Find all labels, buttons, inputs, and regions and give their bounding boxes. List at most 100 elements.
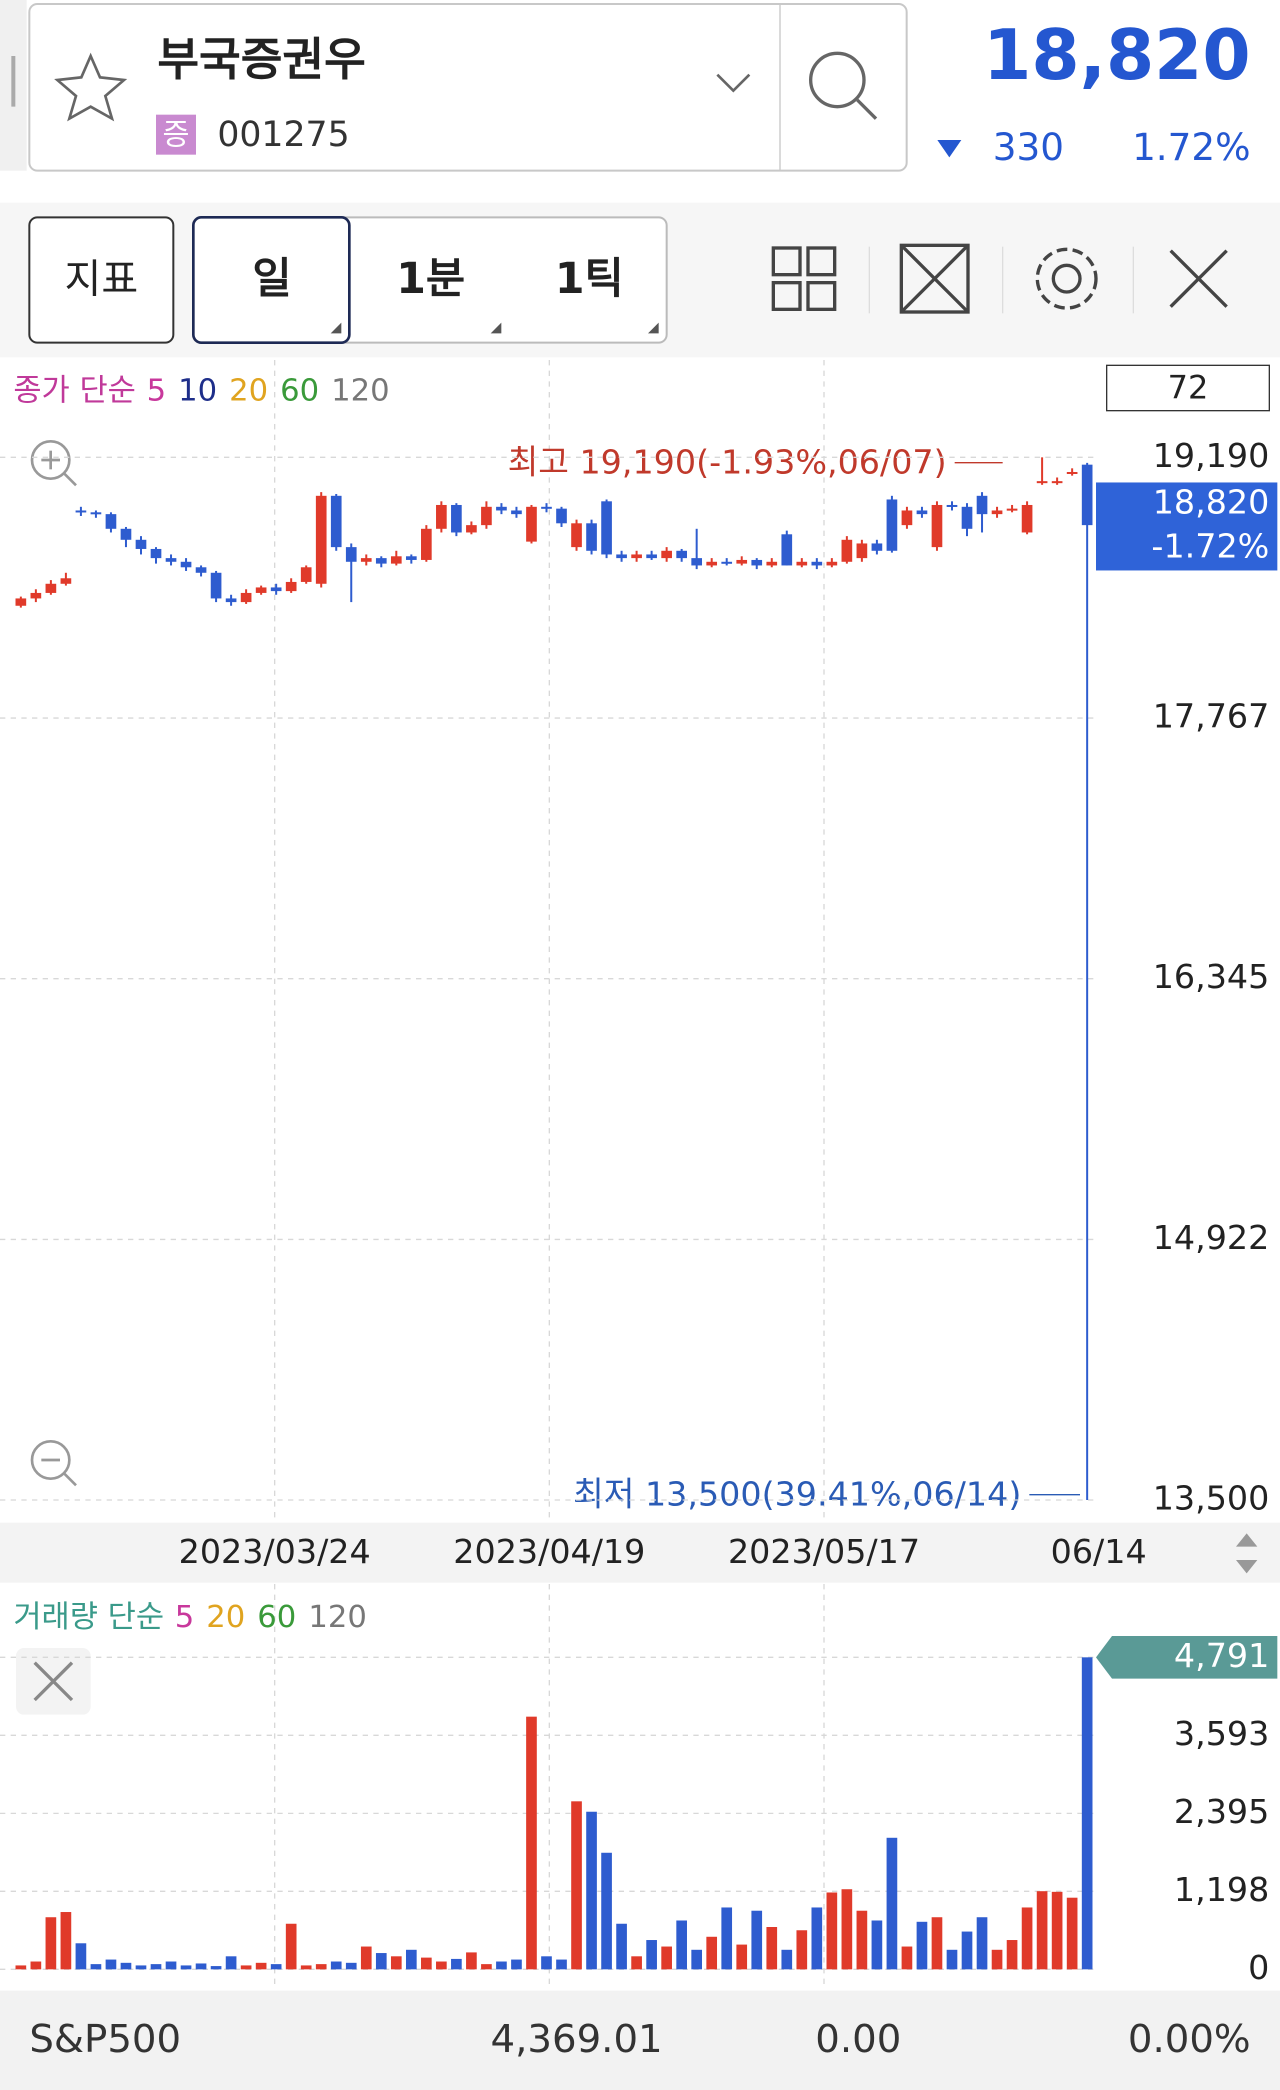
volume-bar — [270, 1964, 282, 1970]
candle-body — [120, 528, 132, 540]
volume-bar — [961, 1931, 973, 1970]
candle-body — [421, 528, 432, 560]
candle-body — [285, 581, 297, 592]
candle-body — [315, 495, 327, 584]
candle-body — [180, 561, 192, 568]
toolbar-icons[interactable] — [771, 243, 1228, 314]
button-label: 지표 — [65, 256, 139, 302]
candle-body — [330, 495, 342, 548]
volume-bar — [210, 1966, 222, 1970]
candle-body — [586, 523, 597, 551]
candle-body — [646, 554, 657, 559]
current-price: 18,820 — [1153, 482, 1270, 521]
volume-bar — [841, 1889, 853, 1970]
volume-bar — [135, 1965, 147, 1970]
volume-bar — [916, 1921, 928, 1970]
search-icon[interactable] — [808, 51, 866, 109]
index-change-pct: 0.00% — [1128, 2017, 1251, 2062]
candle-body — [541, 506, 552, 509]
legend-item: 60 — [257, 1600, 296, 1635]
volume-bar — [75, 1943, 87, 1970]
legend-label: 종가 단순 — [13, 374, 136, 409]
volume-bar — [706, 1936, 718, 1970]
volume-bar — [496, 1961, 507, 1970]
zoom-in[interactable] — [30, 440, 77, 487]
volume-bar — [691, 1949, 703, 1970]
high-note: 최고 19,190(-1.93%,06/07) — [508, 443, 947, 482]
volume-bar — [601, 1852, 612, 1970]
volume-bar — [195, 1963, 207, 1970]
volume-bar — [1036, 1891, 1048, 1970]
volume-bar — [60, 1912, 72, 1970]
y-tick-label: 14,922 — [1153, 1218, 1270, 1257]
candle-body — [706, 561, 718, 566]
scroll-arrows[interactable] — [1236, 1533, 1258, 1574]
candle-body — [15, 598, 27, 606]
candle-body — [75, 510, 87, 513]
candle-body — [390, 556, 402, 564]
x-axis-band — [0, 1522, 1280, 1583]
low-note: 최저 13,500(39.41%,06/14) — [573, 1475, 1021, 1514]
candle-body — [736, 559, 748, 564]
volume-bar — [345, 1962, 357, 1970]
candle-body — [150, 548, 162, 559]
y-tick-label: 19,190 — [1153, 436, 1270, 475]
candle-body — [526, 506, 537, 542]
volume-bar — [150, 1964, 162, 1970]
volume-bar — [315, 1964, 327, 1970]
search-box[interactable] — [28, 3, 908, 172]
volume-bar — [45, 1917, 57, 1970]
stock-code: 001275 — [217, 115, 349, 155]
candle-body — [436, 504, 447, 529]
volume-bar — [481, 1964, 492, 1970]
indicator-button[interactable] — [28, 216, 175, 344]
candle-body — [1036, 481, 1048, 484]
volume-bar — [466, 1952, 477, 1970]
candle-body — [751, 559, 763, 566]
index-value: 4,369.01 — [491, 2017, 663, 2062]
volume-bar — [1066, 1897, 1078, 1970]
candle-body — [60, 578, 72, 584]
candle-body — [931, 504, 943, 548]
candle-body — [721, 561, 733, 564]
candle-body — [210, 572, 222, 599]
x-label: 2023/03/24 — [179, 1532, 371, 1571]
y-tick-label: 3,593 — [1174, 1714, 1269, 1753]
legend-item: 120 — [331, 374, 390, 409]
candle-body — [826, 561, 838, 566]
candle-body — [496, 506, 507, 511]
current-volume-box — [1096, 1636, 1278, 1679]
volume-bar — [436, 1961, 447, 1970]
candle-body — [601, 501, 612, 555]
candle-body — [616, 554, 627, 559]
volume-bar — [421, 1957, 432, 1970]
volume-bar — [826, 1892, 838, 1970]
volume-bar — [676, 1920, 687, 1970]
volume-bar — [1051, 1891, 1063, 1970]
volume-bar — [781, 1949, 793, 1970]
x-label: 2023/05/17 — [728, 1532, 920, 1571]
period-day[interactable] — [192, 216, 351, 344]
x-label: 06/14 — [1051, 1532, 1147, 1571]
candle-body — [375, 558, 387, 564]
candle-body — [1051, 481, 1063, 484]
volume-bar — [240, 1965, 252, 1970]
candle-body — [270, 587, 282, 592]
volume-bar — [616, 1923, 627, 1970]
zoom-out[interactable] — [30, 1440, 77, 1487]
volume-bar — [736, 1944, 748, 1970]
y-tick-label: 17,767 — [1153, 697, 1270, 736]
volume-bar — [931, 1917, 943, 1970]
dropdown-icon[interactable] — [716, 73, 751, 93]
corner-marks — [330, 322, 659, 334]
button-label[interactable]: 1틱 — [555, 254, 624, 304]
button-label[interactable]: 1분 — [396, 254, 465, 304]
candle-body — [901, 510, 913, 526]
volume-bar — [721, 1907, 733, 1970]
candle-body — [961, 506, 973, 529]
star-icon[interactable] — [54, 52, 128, 122]
candle-body — [1066, 471, 1078, 474]
candle-body — [1006, 508, 1018, 511]
